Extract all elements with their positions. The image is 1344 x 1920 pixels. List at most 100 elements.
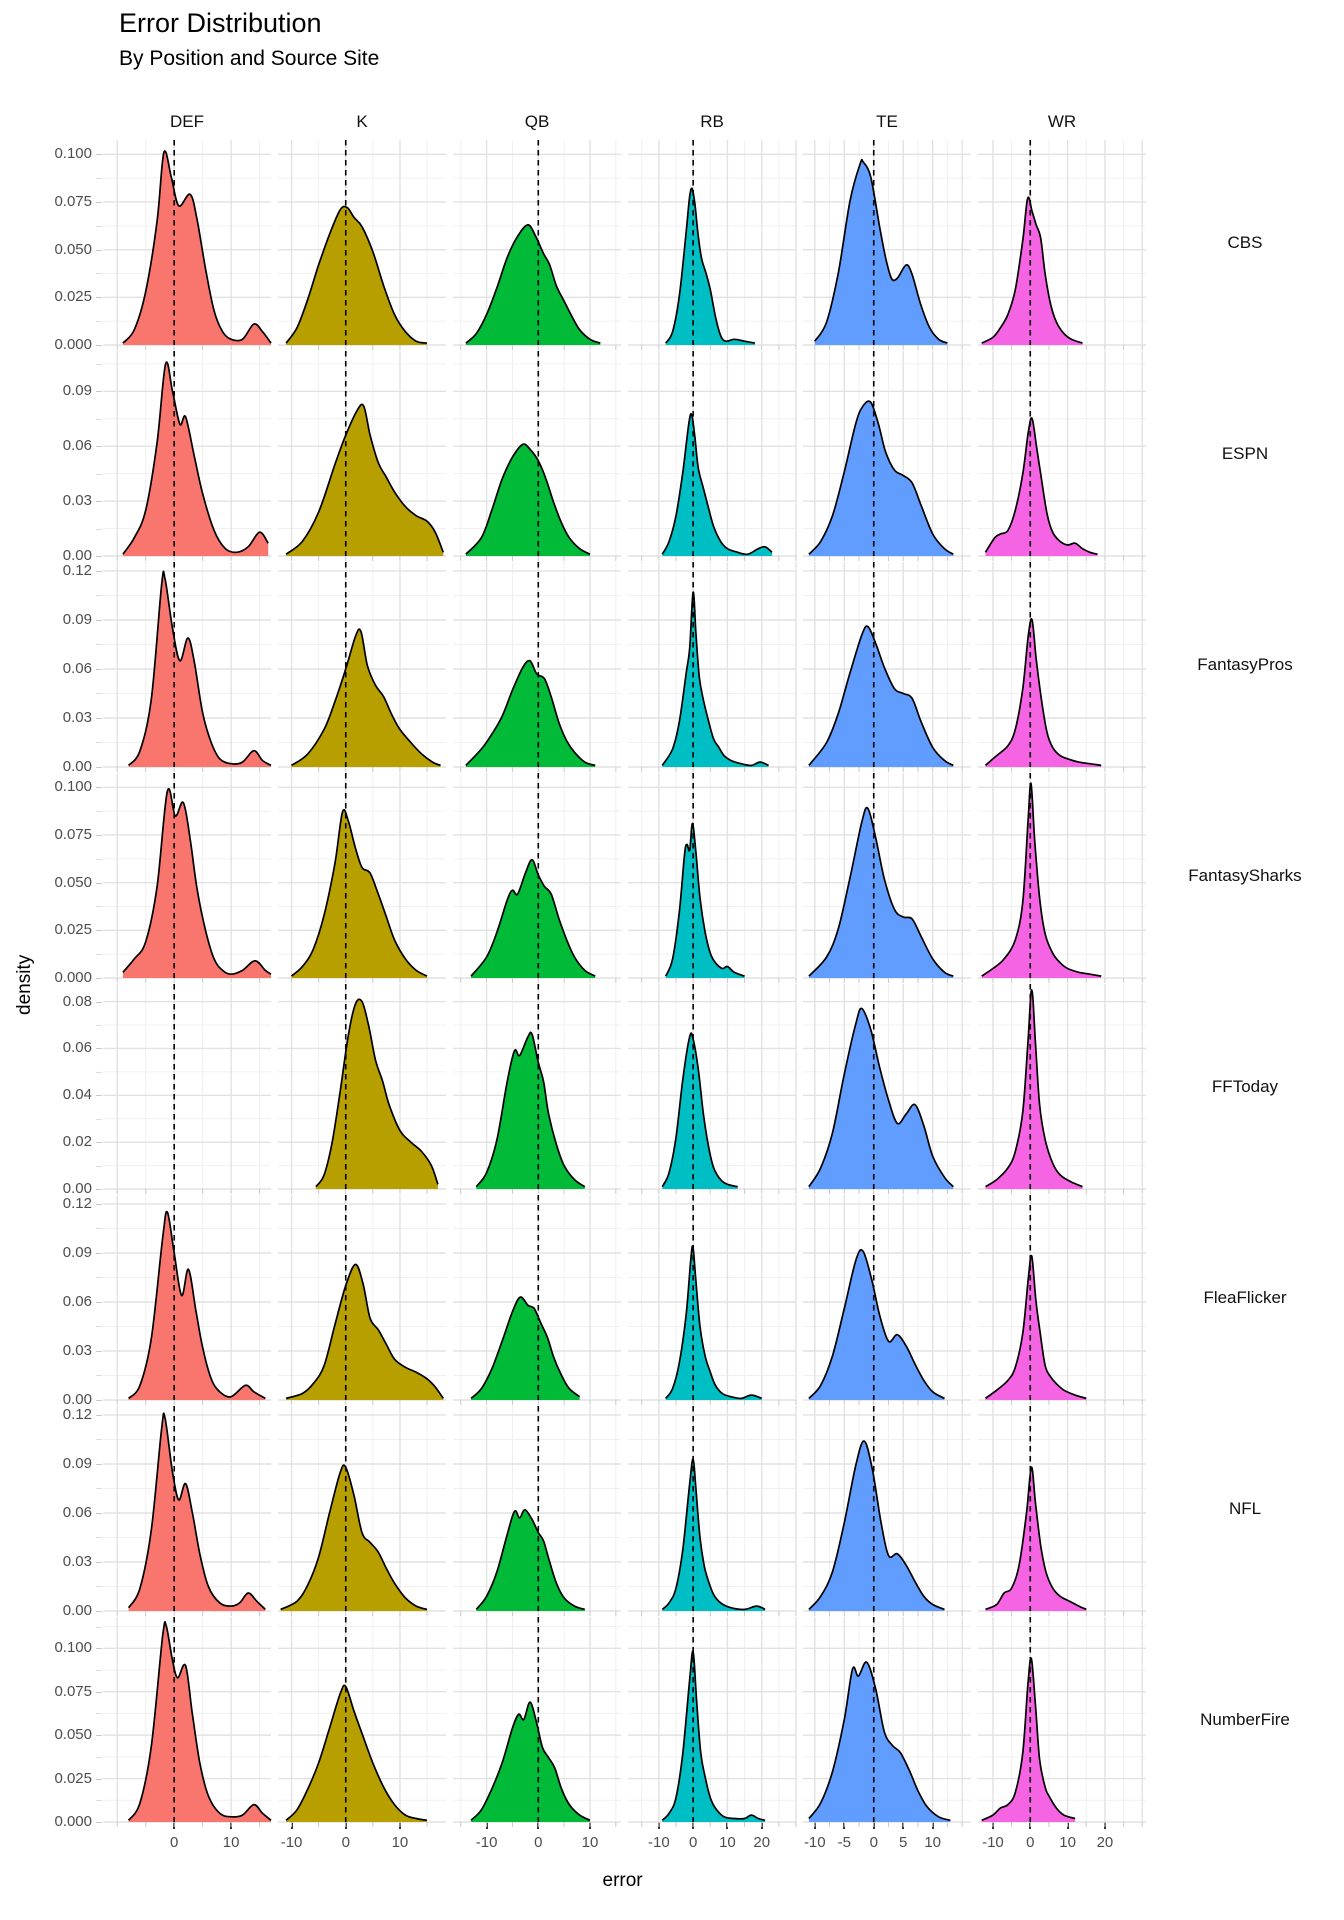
density-area-FleaFlicker-WR [985, 1255, 1087, 1400]
y-tick-mark [96, 1203, 102, 1205]
density-outline-NumberFire-WR [981, 1657, 1076, 1822]
x-axis-title: error [602, 1870, 643, 1891]
facet-panel-FFToday-RB [628, 984, 797, 1194]
x-tick-label: -10 [648, 1834, 670, 1851]
facet-panel-ESPN-WR [978, 351, 1146, 561]
y-tick-label: 0.050 [54, 240, 92, 258]
y-minor-tick-mark [96, 906, 102, 908]
y-minor-tick-mark [96, 1537, 102, 1539]
density-area-FantasyPros-TE [808, 626, 954, 767]
y-minor-tick-mark [96, 528, 102, 530]
facet-panel-FFToday-DEF [103, 984, 271, 1194]
y-tick-mark [96, 668, 102, 670]
y-tick-label: 0.000 [54, 969, 92, 986]
density-area-NumberFire-QB [471, 1702, 590, 1822]
y-tick-label: 0.08 [62, 992, 92, 1010]
x-tick-label: 0 [170, 1834, 179, 1851]
y-tick-mark [96, 1189, 102, 1190]
x-tick-label: 10 [391, 1834, 409, 1851]
y-minor-tick-mark [96, 418, 102, 420]
y-tick-label: 0.00 [62, 547, 92, 564]
density-area-NFL-QB [476, 1509, 585, 1611]
facet-panel-NumberFire-WR [978, 1617, 1146, 1827]
y-tick-mark [96, 501, 102, 503]
facet-panel-ESPN-TE [803, 351, 971, 561]
y-tick-mark [96, 1001, 102, 1003]
row-label-ESPN: ESPN [1221, 443, 1269, 463]
facet-panel-FleaFlicker-QB [453, 1195, 621, 1405]
y-tick-label: 0.04 [62, 1086, 92, 1104]
density-outline-CBS-K [285, 205, 428, 344]
density-area-FFToday-RB [662, 1033, 738, 1189]
density-outline-NFL-RB [661, 1458, 766, 1611]
x-tick-label: 0 [341, 1834, 350, 1851]
column-header-K: K [356, 112, 368, 131]
y-tick-mark [96, 1048, 102, 1050]
density-area-CBS-TE [814, 159, 948, 345]
y-tick-label: 0.09 [62, 1454, 92, 1472]
facet-panel-ESPN-DEF [103, 351, 271, 561]
facet-panel-NFL-DEF [103, 1406, 271, 1616]
density-outline-CBS-QB [465, 224, 601, 344]
y-tick-label: 0.100 [54, 778, 92, 796]
density-outline-NumberFire-DEF [127, 1621, 272, 1821]
y-minor-tick-mark [96, 1800, 102, 1802]
y-tick-label: 0.06 [62, 437, 92, 455]
density-outline-FantasyPros-K [291, 628, 441, 767]
y-tick-mark [96, 767, 102, 768]
density-outline-FleaFlicker-QB [470, 1296, 581, 1400]
column-header-WR: WR [1047, 112, 1077, 131]
density-outline-FantasyPros-QB [465, 659, 596, 767]
y-minor-tick-mark [96, 178, 102, 180]
x-tick-label: 10 [1059, 1834, 1076, 1851]
y-minor-tick-mark [96, 595, 102, 597]
density-area-FantasySharks-K [291, 809, 427, 978]
density-outline-NumberFire-RB [661, 1650, 766, 1822]
facet-panel-FantasySharks-QB [453, 773, 621, 983]
x-tick-label: 10 [581, 1834, 599, 1851]
y-tick-label: 0.06 [62, 1292, 92, 1310]
x-tick-label: -10 [803, 1834, 826, 1851]
y-tick-mark [96, 619, 102, 621]
y-minor-tick-mark [96, 954, 102, 956]
facet-panel-CBS-TE [803, 140, 971, 350]
y-tick-label: 0.000 [54, 1813, 92, 1830]
column-header-QB: QB [524, 112, 550, 131]
density-outline-NumberFire-QB [470, 1701, 591, 1822]
density-outline-NumberFire-TE [808, 1661, 951, 1822]
y-tick-label: 0.09 [62, 1243, 92, 1261]
density-outline-FleaFlicker-WR [984, 1254, 1087, 1400]
density-area-FantasySharks-QB [471, 859, 596, 978]
density-outline-FantasySharks-DEF [122, 787, 272, 976]
x-tick-label: 0 [534, 1834, 543, 1851]
density-area-NFL-DEF [128, 1413, 266, 1611]
facet-panel-FleaFlicker-WR [978, 1195, 1146, 1405]
density-outline-ESPN-RB [661, 412, 773, 556]
y-tick-mark [96, 717, 102, 719]
density-outline-FantasySharks-QB [470, 858, 596, 977]
density-outline-FFToday-TE [808, 1007, 954, 1188]
y-tick-mark [96, 345, 102, 346]
y-minor-tick-mark [96, 1375, 102, 1377]
facet-panel-FleaFlicker-DEF [103, 1195, 271, 1405]
density-area-FleaFlicker-RB [665, 1245, 762, 1400]
y-minor-tick-mark [96, 1277, 102, 1279]
facet-panel-FantasySharks-WR [978, 773, 1146, 983]
row-label-NFL: NFL [1228, 1498, 1262, 1518]
y-tick-mark [96, 154, 102, 156]
y-tick-mark [96, 1142, 102, 1144]
density-outline-FFToday-QB [475, 1031, 586, 1188]
density-area-NFL-WR [985, 1467, 1087, 1611]
y-tick-mark [96, 1822, 102, 1823]
density-area-FantasySharks-TE [808, 807, 954, 978]
y-tick-label: 0.03 [62, 708, 92, 726]
y-minor-tick-mark [96, 321, 102, 323]
x-tick-label: 0 [869, 1834, 878, 1851]
y-tick-label: 0.025 [54, 1769, 92, 1787]
facet-panel-NFL-QB [453, 1406, 621, 1616]
y-minor-tick-mark [96, 1025, 102, 1026]
y-tick-label: 0.100 [54, 145, 92, 163]
density-area-FleaFlicker-TE [808, 1249, 945, 1400]
y-tick-label: 0.09 [62, 610, 92, 628]
density-area-NFL-K [280, 1465, 427, 1611]
